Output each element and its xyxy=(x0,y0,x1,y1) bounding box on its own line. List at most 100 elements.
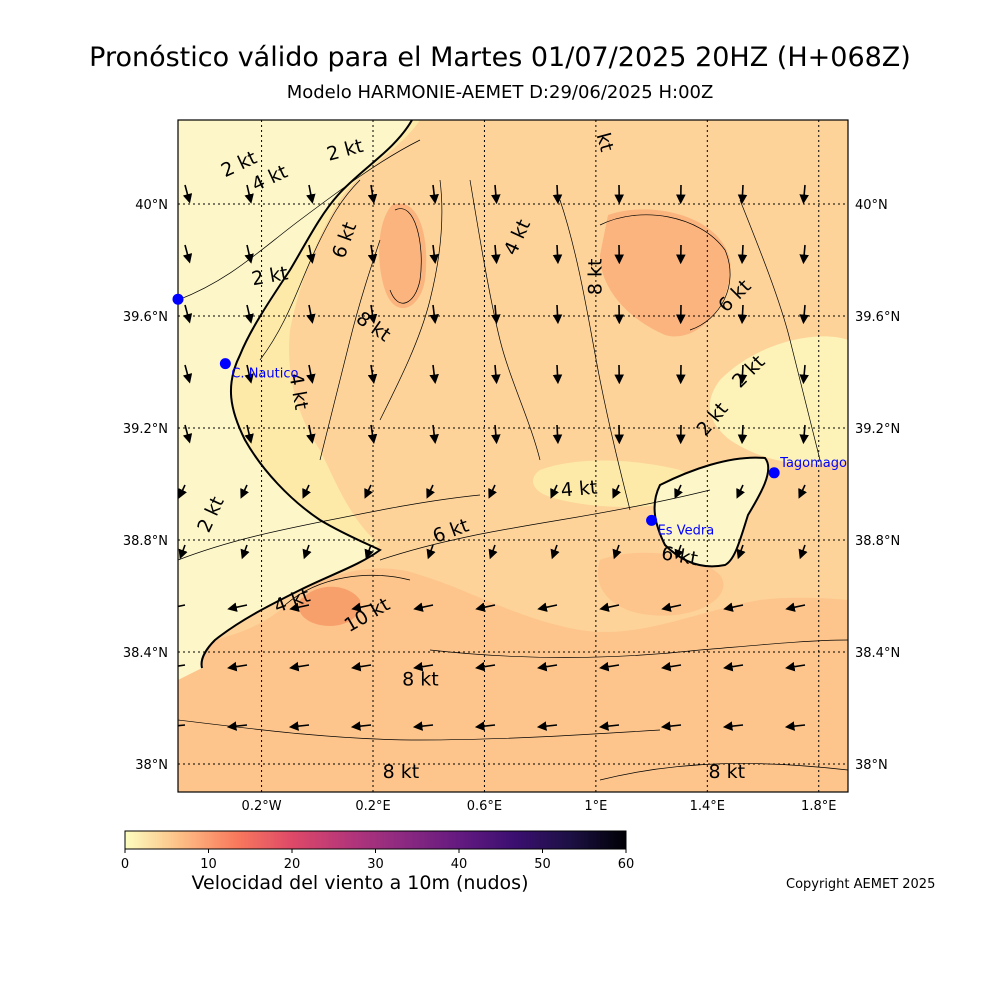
wind-arrow xyxy=(537,602,558,612)
wind-arrow xyxy=(799,364,809,385)
wind-arrow xyxy=(599,602,620,612)
wind-arrow xyxy=(537,661,558,672)
colorbar-ticks: 0 10 20 30 40 50 60 xyxy=(121,849,634,872)
lat-label-left: 40°N xyxy=(135,198,168,213)
wind-arrow xyxy=(178,484,187,499)
lon-label: 0.6°E xyxy=(467,799,502,814)
wind-arrow xyxy=(736,544,746,560)
lon-label: 1°E xyxy=(584,799,607,814)
coastline-iberia xyxy=(200,120,413,669)
wind-arrow xyxy=(785,602,806,612)
wind-arrow xyxy=(182,424,193,444)
wind-arrow xyxy=(474,721,496,731)
wind-arrow xyxy=(306,364,316,384)
station-label: Es Vedra xyxy=(658,523,715,538)
wind-arrow xyxy=(798,544,808,560)
map-area[interactable]: 2 kt4 kt2 kt kt6 kt 4 kt2 kt 8 kt 6 kt8 kt4 … xyxy=(168,120,848,792)
calm-zone-east xyxy=(709,336,848,464)
wind-arrow xyxy=(226,721,248,731)
wind-arrow xyxy=(178,544,188,560)
wind-arrow xyxy=(429,244,439,265)
wind-arrow xyxy=(227,602,248,612)
wind-arrow xyxy=(785,661,806,672)
wind-zone-south xyxy=(178,568,848,792)
colorbar-tick-label: 20 xyxy=(284,857,301,872)
station-marker[interactable] xyxy=(646,514,658,526)
colorbar-tick-label: 50 xyxy=(534,857,551,872)
wind-arrow xyxy=(306,184,316,204)
wind-arrow xyxy=(244,364,254,384)
wind-arrow xyxy=(288,721,310,731)
wind-arrow xyxy=(550,544,560,560)
lat-label-right: 38°N xyxy=(855,758,888,773)
wind-arrow xyxy=(413,602,434,612)
wind-zone-northwest xyxy=(379,203,427,309)
wind-arrow xyxy=(351,661,372,672)
station-marker[interactable] xyxy=(768,467,780,479)
station-marker[interactable] xyxy=(219,358,231,370)
wind-arrow xyxy=(306,244,316,264)
wind-arrow xyxy=(182,364,193,384)
wind-arrow xyxy=(350,721,372,731)
wind-arrow xyxy=(536,721,558,731)
lon-label: 0.2°E xyxy=(355,799,390,814)
station-marker[interactable] xyxy=(172,293,184,305)
wind-arrow xyxy=(367,304,378,324)
calm-zone-center xyxy=(533,460,691,507)
lat-labels-right: 40°N 39.6°N 39.2°N 38.8°N 38.4°N 38°N xyxy=(855,198,900,773)
wind-zone-north xyxy=(600,209,731,337)
wind-arrow xyxy=(289,661,310,672)
stations: C. Nautico Es Vedra Tagomago xyxy=(172,293,847,538)
contour-label: 4 kt xyxy=(560,477,598,502)
wind-arrow xyxy=(491,364,501,385)
wind-arrow xyxy=(799,244,809,265)
wind-arrow xyxy=(302,544,312,560)
wind-arrow xyxy=(552,244,563,265)
lat-labels-left: 40°N 39.6°N 39.2°N 38.8°N 38.4°N 38°N xyxy=(123,198,168,773)
lat-label-right: 39.2°N xyxy=(855,422,900,437)
wind-arrow xyxy=(552,364,563,385)
lon-label: 0.2°W xyxy=(242,799,282,814)
wind-arrow xyxy=(240,484,249,499)
wind-arrow xyxy=(598,721,620,731)
lat-label-left: 38°N xyxy=(135,758,168,773)
wind-arrow xyxy=(552,184,563,205)
wind-arrow xyxy=(240,544,250,560)
wind-arrow xyxy=(491,424,501,445)
wind-arrow xyxy=(475,661,496,672)
wind-arrow xyxy=(244,184,254,204)
wind-arrow xyxy=(289,602,310,612)
contour-label: 8 kt xyxy=(383,761,420,783)
wind-arrow xyxy=(364,484,373,499)
wind-arrow xyxy=(674,544,684,560)
lat-label-right: 39.6°N xyxy=(855,310,900,325)
wind-arrow xyxy=(612,484,621,499)
lon-labels: 0.2°W 0.2°E 0.6°E 1°E 1.4°E 1.8°E xyxy=(242,799,837,814)
wind-arrow xyxy=(550,484,559,499)
wind-arrow xyxy=(737,364,748,385)
wind-arrow xyxy=(799,184,809,205)
wind-arrow xyxy=(182,184,193,204)
wind-arrow xyxy=(674,484,683,499)
wind-arrow xyxy=(227,661,248,672)
wind-arrow xyxy=(660,721,682,731)
wind-arrow xyxy=(737,244,748,265)
lat-label-left: 38.4°N xyxy=(123,646,168,661)
wind-arrow xyxy=(552,424,563,445)
wind-arrow xyxy=(178,724,186,727)
wind-arrow xyxy=(737,184,748,205)
wind-arrow xyxy=(182,244,193,264)
contours xyxy=(178,139,848,781)
wind-arrow xyxy=(244,424,254,444)
wind-arrow xyxy=(178,664,186,667)
colorbar-label: Velocidad del viento a 10m (nudos) xyxy=(191,872,529,894)
colorbar-tick-label: 40 xyxy=(451,857,468,872)
map-frame xyxy=(177,119,849,793)
wind-arrow xyxy=(491,304,501,325)
contour-label: 8 kt xyxy=(402,669,439,691)
wind-arrow xyxy=(182,304,193,324)
wind-arrow xyxy=(426,544,436,560)
wind-arrow xyxy=(475,602,496,612)
wind-arrow xyxy=(429,304,439,325)
